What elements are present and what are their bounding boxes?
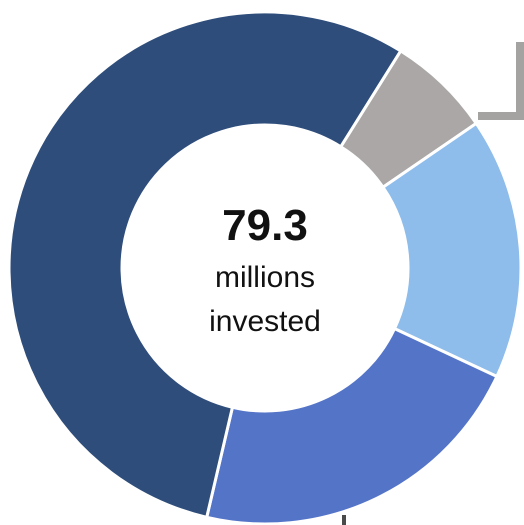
slice-light-blue xyxy=(380,121,523,379)
donut-slices xyxy=(7,10,523,525)
center-value: 79.3 xyxy=(222,201,308,250)
slice-mid-blue xyxy=(204,326,499,525)
center-label-line1: millions xyxy=(215,261,315,294)
center-label-line2: invested xyxy=(209,305,321,338)
leader-line-gray-slice xyxy=(478,42,524,120)
slice-dark-blue xyxy=(7,10,403,520)
